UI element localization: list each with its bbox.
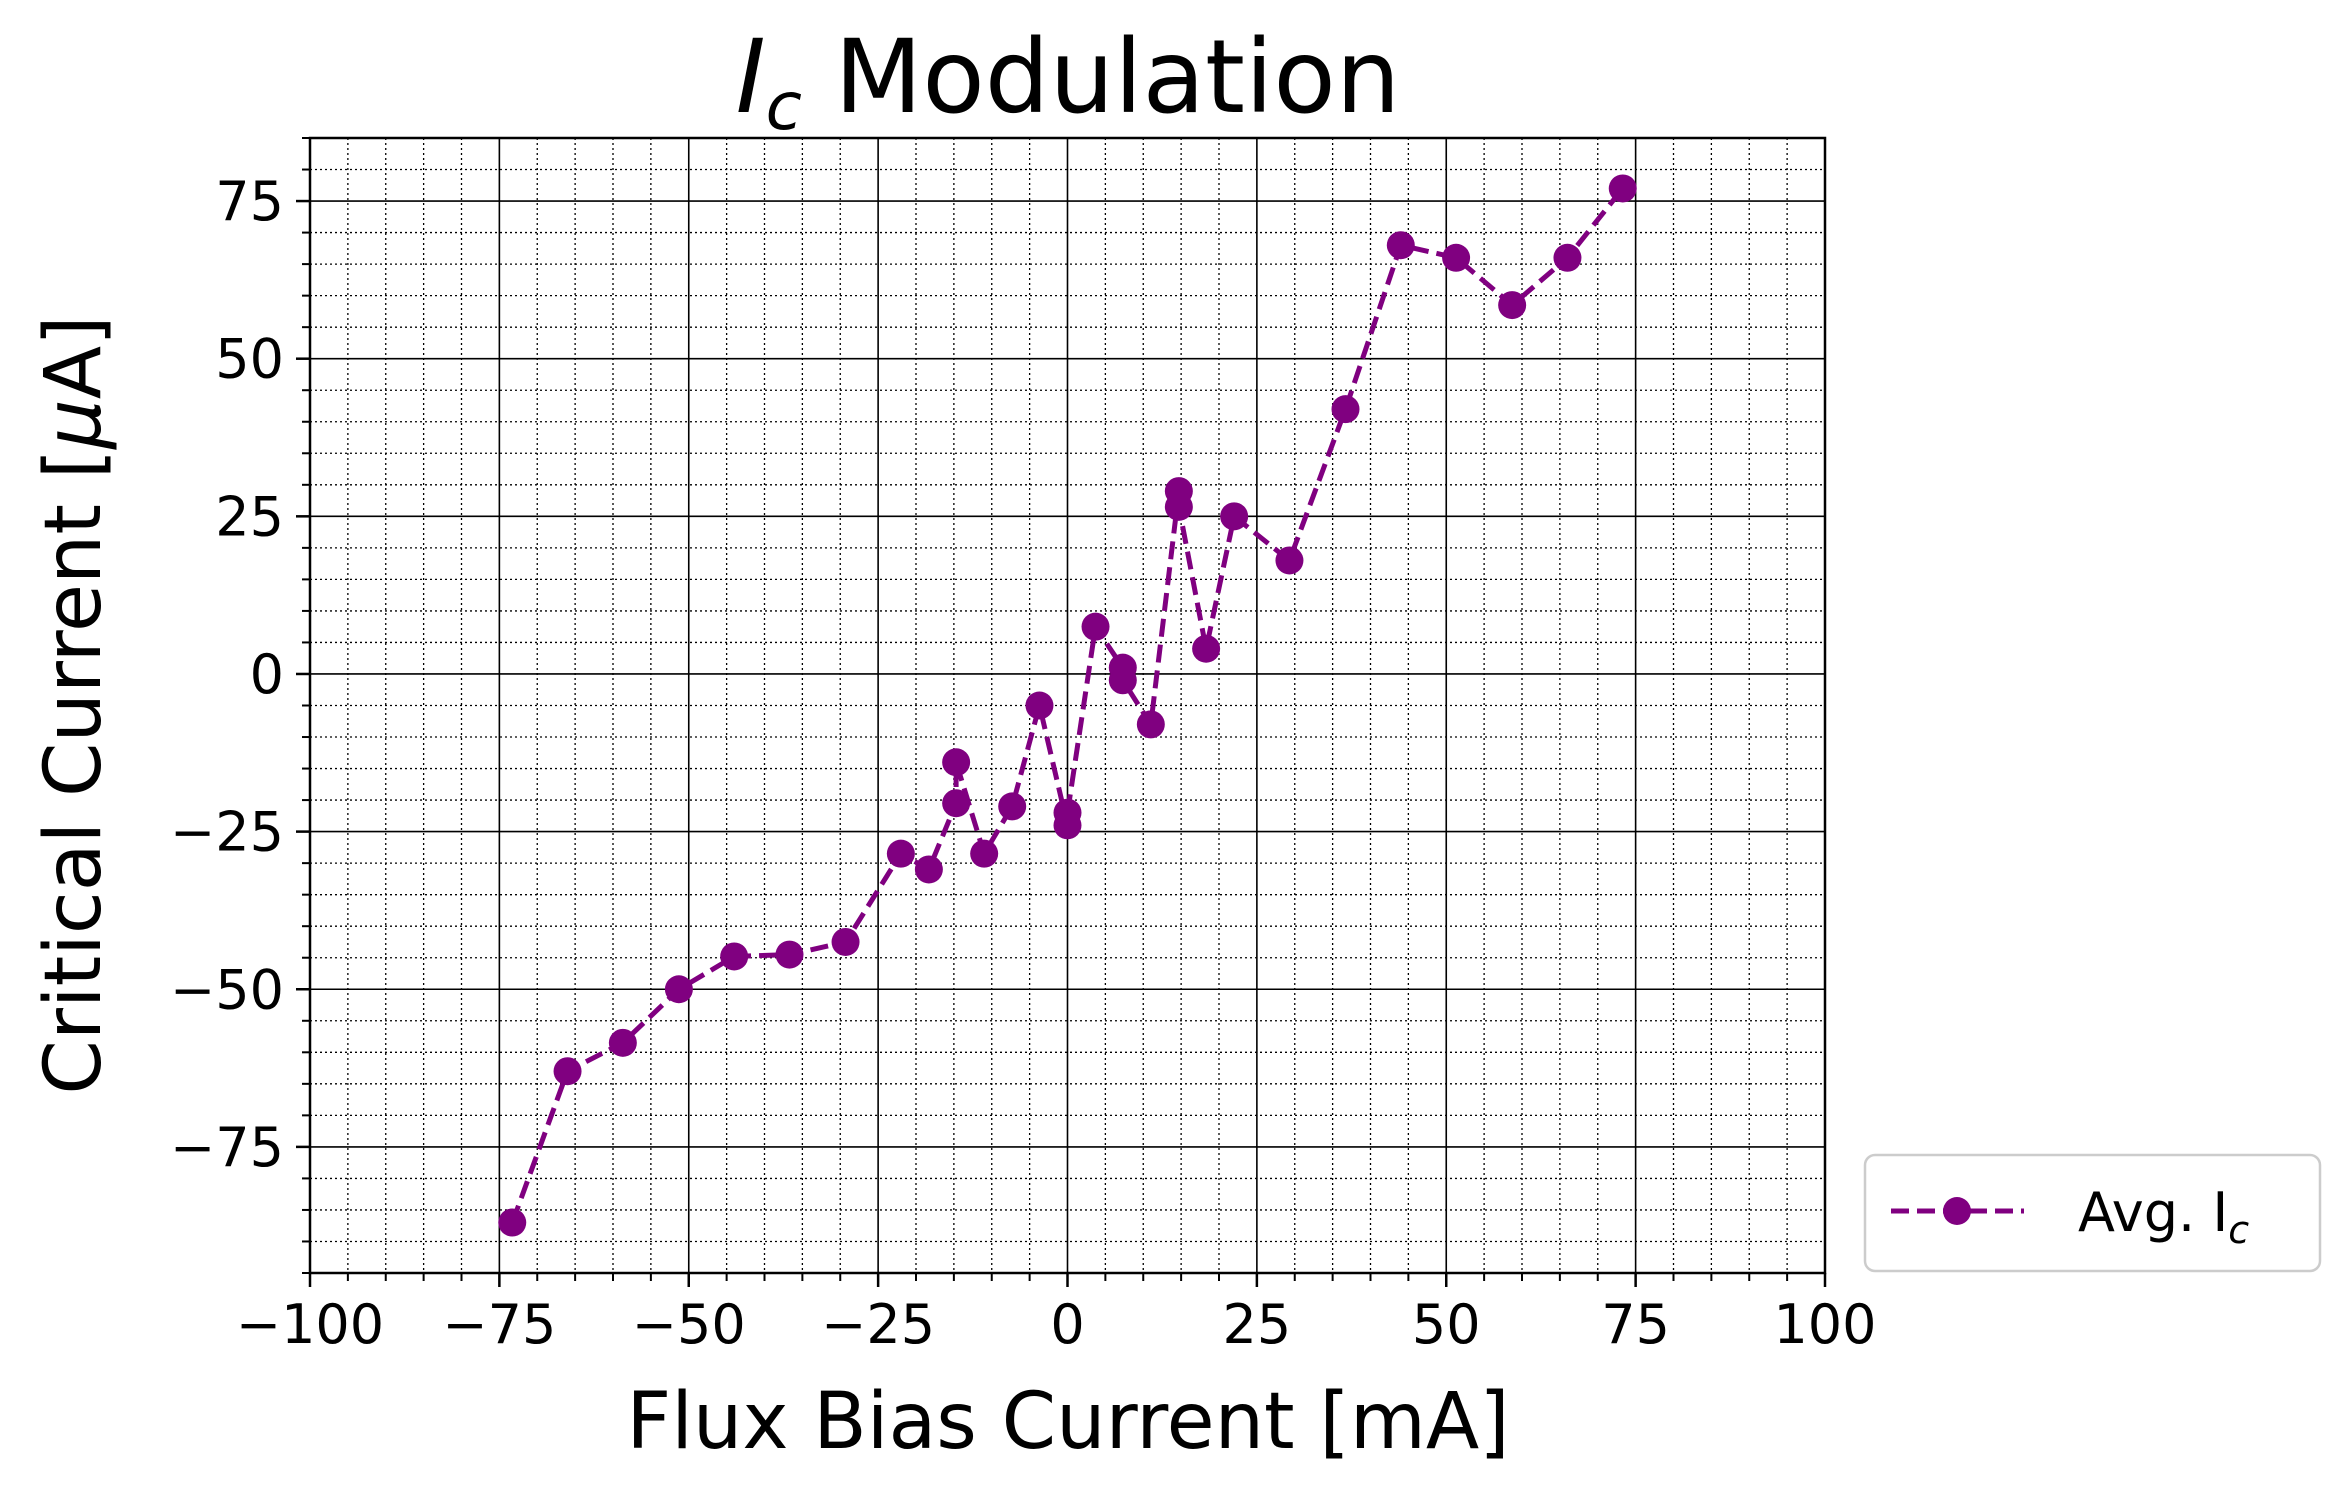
data-point [1331, 395, 1360, 424]
x-tick-label: −50 [632, 1293, 746, 1356]
x-axis-label: Flux Bias Current [mA] [626, 1377, 1509, 1467]
data-point [831, 927, 860, 956]
data-point [1136, 710, 1165, 739]
y-tick-label: 0 [250, 643, 284, 706]
y-tick-label: −25 [170, 801, 284, 864]
data-point [553, 1057, 582, 1086]
data-point [1164, 492, 1193, 521]
x-tick-label: −75 [442, 1293, 556, 1356]
data-point [1498, 291, 1527, 320]
data-point [1192, 634, 1221, 663]
data-point [720, 942, 749, 971]
y-tick-label: 75 [215, 170, 284, 233]
x-tick-label: −100 [236, 1293, 384, 1356]
data-point [998, 792, 1027, 821]
data-point [1081, 612, 1110, 641]
data-point [1442, 243, 1471, 272]
legend-label: Avg. Ic [2078, 1181, 2249, 1252]
data-point [1220, 502, 1249, 531]
data-point [1025, 691, 1054, 720]
data-point [1608, 174, 1637, 203]
y-tick-label: −50 [170, 958, 284, 1021]
y-tick-label: 25 [215, 485, 284, 548]
y-tick-label: −75 [170, 1116, 284, 1179]
y-tick-label: 50 [215, 328, 284, 391]
minor-grid [310, 137, 1825, 1274]
chart-title: Ic Modulation [736, 18, 1401, 145]
data-point [914, 855, 943, 884]
y-axis-ticks: −75 −50 −25 0 25 50 75 [170, 137, 310, 1274]
data-point [942, 789, 971, 818]
data-point [608, 1028, 637, 1057]
data-point [1108, 666, 1137, 695]
data-point [970, 839, 999, 868]
data-point [1386, 231, 1415, 260]
y-axis-label: Critical Current [μA] [29, 315, 119, 1094]
data-point [886, 839, 915, 868]
x-tick-label: 100 [1773, 1293, 1876, 1356]
data-point [1053, 798, 1082, 827]
legend-box [1863, 1153, 2322, 1273]
data-point [942, 748, 971, 777]
legend: Avg. Ic [1863, 1153, 2322, 1273]
data-point [1275, 546, 1304, 575]
x-tick-label: 25 [1223, 1293, 1292, 1356]
data-point [664, 975, 693, 1004]
legend-marker-sample [1943, 1197, 1971, 1225]
x-tick-label: −25 [821, 1293, 935, 1356]
x-tick-label: 50 [1412, 1293, 1481, 1356]
data-point [1553, 243, 1582, 272]
data-point [775, 940, 804, 969]
x-tick-label: 75 [1601, 1293, 1670, 1356]
data-point [498, 1208, 527, 1237]
x-tick-label: 0 [1050, 1293, 1084, 1356]
series-layer [498, 174, 1637, 1237]
x-axis-ticks: −100 −75 −50 −25 0 25 50 75 100 [236, 1273, 1877, 1356]
